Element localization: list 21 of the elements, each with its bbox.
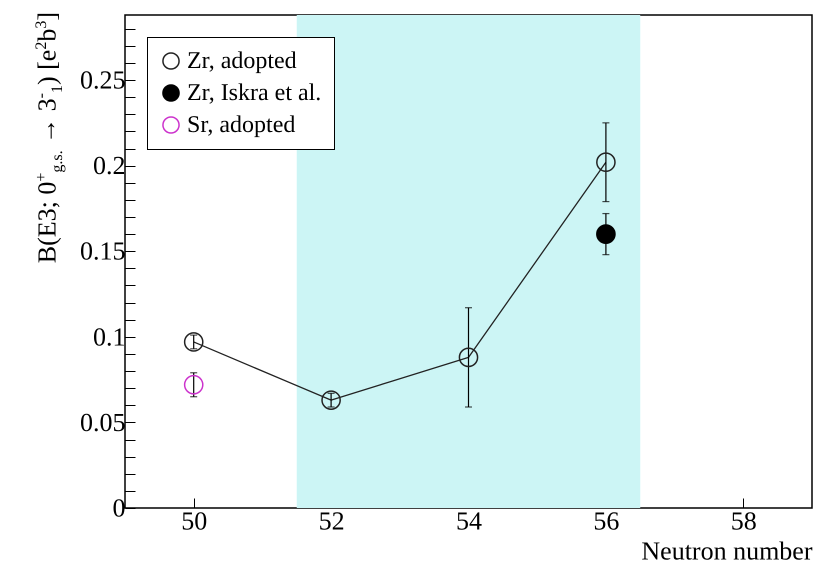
x-tick-label: 50 <box>181 506 208 536</box>
y-tick-label: 0.15 <box>80 236 126 266</box>
point <box>184 374 204 395</box>
point <box>184 332 204 352</box>
point <box>596 224 616 244</box>
x-tick-label: 58 <box>730 506 757 536</box>
x-tick-label: 54 <box>456 506 482 536</box>
legend-label: Zr, Iskra et al. <box>187 80 322 106</box>
point <box>458 348 478 368</box>
y-tick-label: 0.1 <box>93 322 126 352</box>
legend-label: Zr, adopted <box>187 48 297 74</box>
x-tick-label: 52 <box>318 506 345 536</box>
y-tick-label: 0.25 <box>80 66 126 95</box>
legend-label: Sr, adopted <box>187 112 296 138</box>
y-tick-label: 0.2 <box>93 151 126 180</box>
y-tick-label: 0.05 <box>80 408 126 437</box>
point <box>321 390 341 410</box>
y-tick-label: 0 <box>112 494 126 522</box>
point <box>596 152 616 172</box>
x-axis-title: Neutron number <box>641 536 813 566</box>
x-tick-label: 56 <box>593 506 620 536</box>
